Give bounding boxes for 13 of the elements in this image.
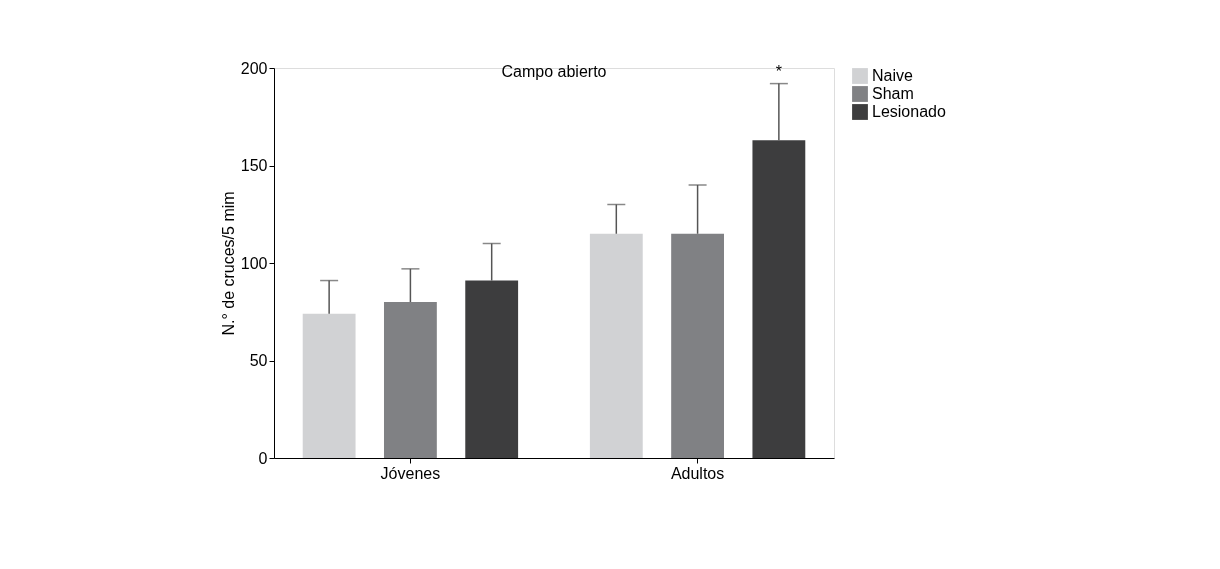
y-tick-label: 150 xyxy=(240,157,268,174)
x-tick-label: Jóvenes xyxy=(380,464,441,482)
y-tick-label: 200 xyxy=(240,59,268,77)
chart-title: Campo abierto xyxy=(501,63,607,80)
y-axis-title: N.° de cruces/5 mim xyxy=(219,191,237,336)
y-tick-label: 0 xyxy=(258,449,268,467)
y-tick-label: 50 xyxy=(249,352,268,369)
x-tick-label: Adultos xyxy=(670,464,725,482)
legend-label: Naive xyxy=(872,67,914,84)
y-tick-label: 100 xyxy=(240,254,268,272)
annotation: * xyxy=(775,62,782,80)
legend-label: Sham xyxy=(872,85,914,102)
legend-label: Lesionado xyxy=(872,103,946,120)
